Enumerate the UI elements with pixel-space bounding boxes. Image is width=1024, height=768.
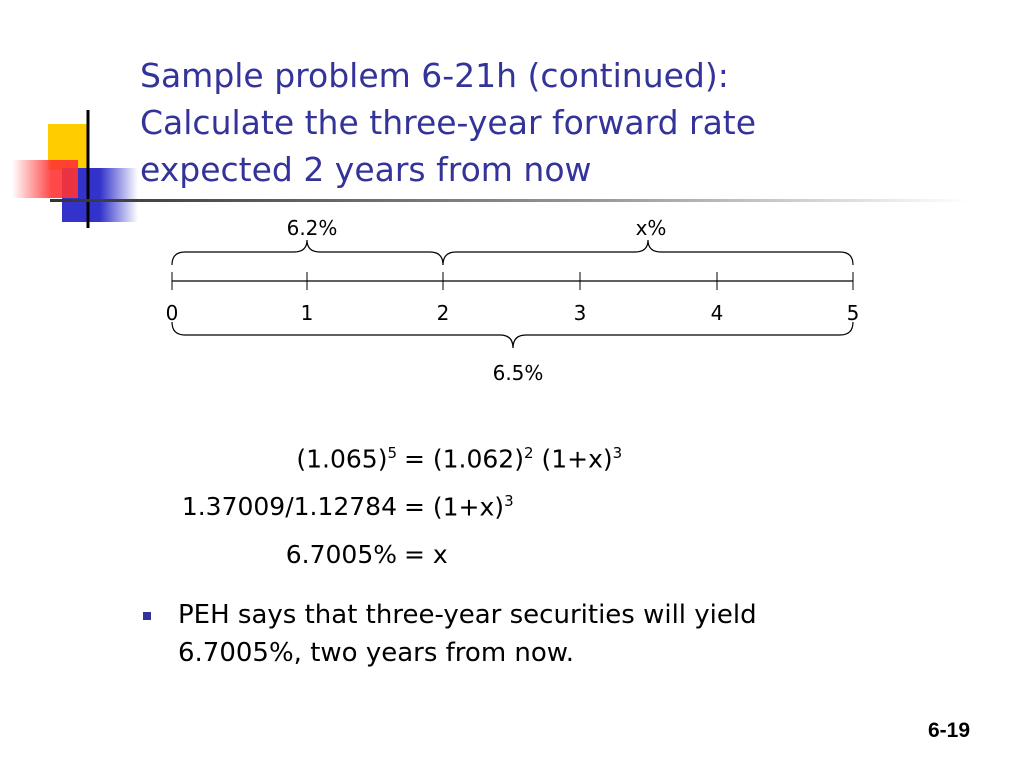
exponent: 3 <box>612 444 623 462</box>
exponent: 5 <box>387 444 397 462</box>
tick-label: 2 <box>437 301 450 325</box>
tick-label: 3 <box>574 301 587 325</box>
equation-term: = x <box>404 540 448 569</box>
equation-right: = x <box>404 540 448 569</box>
page-number: 6-19 <box>927 719 970 742</box>
tick-label: 4 <box>711 301 724 325</box>
bullet-text: PEH says that three-year securities will… <box>178 600 757 668</box>
bullet: PEH says that three-year securities will… <box>143 596 878 672</box>
title-line: Calculate the three-year forward rate <box>140 103 757 142</box>
brace <box>171 321 854 349</box>
equation-left: 6.7005% <box>286 540 397 569</box>
brace <box>442 239 854 266</box>
equation-left: (1.065)5 <box>296 444 397 473</box>
brace-label: 6.2% <box>287 216 338 240</box>
bullet-marker <box>143 612 151 620</box>
title: Sample problem 6-21h (continued): Calcul… <box>140 52 756 193</box>
equation-left: 1.37009/1.12784 <box>182 492 397 521</box>
equation-right: = (1+x)3 <box>404 492 514 521</box>
horizontal-rule <box>50 199 970 202</box>
brace <box>171 239 444 266</box>
tick-label: 0 <box>166 301 179 325</box>
brace-label: 6.5% <box>493 361 544 385</box>
equation-term: = (1+x) <box>404 492 505 522</box>
exponent: 2 <box>523 444 534 462</box>
equation-term: (1.065) <box>296 444 388 474</box>
timeline <box>171 239 854 349</box>
equation-term: = (1.062) <box>404 444 524 474</box>
tick-label: 5 <box>847 301 860 325</box>
title-line: Sample problem 6-21h (continued): <box>140 56 729 95</box>
exponent: 3 <box>504 492 514 510</box>
equation-term: (1+x) <box>541 444 613 474</box>
equation-right: = (1.062)2 (1+x)3 <box>404 444 622 473</box>
title-line: expected 2 years from now <box>140 150 592 189</box>
tick-label: 1 <box>301 301 314 325</box>
brace-label: x% <box>636 216 667 240</box>
red-bar <box>12 160 78 198</box>
equation-term: 1.37009/1.12784 <box>181 492 397 521</box>
equation-term: 6.7005% <box>285 540 397 569</box>
